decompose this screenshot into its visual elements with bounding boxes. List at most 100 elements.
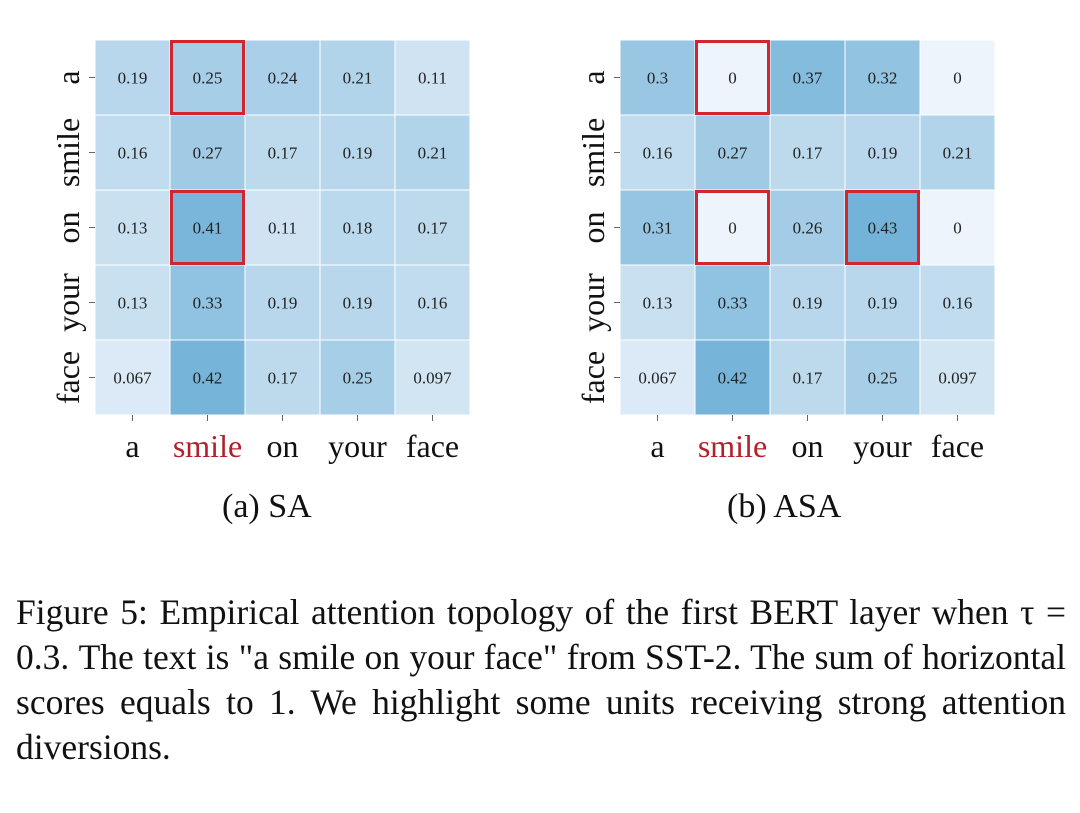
heatmap-sa: 0.19 0.25 0.24 0.21 0.11 0.16 0.27 0.17 0.19 0.21… <box>50 39 471 464</box>
x-tick-label: your <box>853 428 912 464</box>
heatmap-panel-sa: 0.19 0.25 0.24 0.21 0.11 0.16 0.27 0.17 0.19 0.21… <box>45 30 515 464</box>
cell-value-label: 0.41 <box>193 219 223 238</box>
heatmap-cell <box>244 189 321 266</box>
cell-value-label: 0.19 <box>343 144 373 163</box>
heatmap-cell <box>319 264 396 341</box>
heatmap-cell <box>694 114 771 191</box>
cell-value-label: 0.19 <box>868 294 898 313</box>
cell-value-label: 0.13 <box>118 219 148 238</box>
cell-value-label: 0 <box>728 219 737 238</box>
y-tick-label: on <box>575 212 611 244</box>
cell-value-label: 0.16 <box>643 144 673 163</box>
cell-value-label: 0.21 <box>418 144 448 163</box>
x-tick-label: a <box>125 428 139 464</box>
highlight-box <box>170 190 245 265</box>
x-tick-label: face <box>931 428 984 464</box>
heatmap-cell <box>844 189 921 266</box>
cell-value-label: 0.33 <box>718 294 748 313</box>
cell-value-label: 0.19 <box>793 294 823 313</box>
cell-value-label: 0.11 <box>268 219 297 238</box>
heatmap-cell <box>619 264 696 341</box>
heatmap-cell <box>844 114 921 191</box>
cell-value-label: 0.13 <box>643 294 673 313</box>
cell-value-label: 0.17 <box>793 144 823 163</box>
heatmap-cell <box>244 264 321 341</box>
heatmap-cell <box>394 189 471 266</box>
cell-value-label: 0.13 <box>118 294 148 313</box>
heatmap-cell <box>844 339 921 416</box>
heatmap-cell <box>319 39 396 116</box>
heatmap-cell <box>919 264 996 341</box>
y-tick-label: on <box>50 212 86 244</box>
heatmap-cell <box>619 339 696 416</box>
cell-value-label: 0.33 <box>193 294 223 313</box>
cell-value-label: 0.18 <box>343 219 373 238</box>
cell-value-label: 0.16 <box>418 294 448 313</box>
heatmap-cell <box>244 339 321 416</box>
cell-value-label: 0.17 <box>268 144 298 163</box>
heatmap-cell <box>844 264 921 341</box>
y-tick-label: face <box>50 351 86 404</box>
cell-value-label: 0.097 <box>413 369 452 388</box>
cell-value-label: 0 <box>728 69 737 88</box>
heatmap-cell <box>619 39 696 116</box>
highlight-box <box>170 40 245 115</box>
heatmap-cell <box>394 39 471 116</box>
y-tick-label: a <box>575 70 611 84</box>
cell-value-label: 0.27 <box>193 144 223 163</box>
cell-value-label: 0.17 <box>418 219 448 238</box>
y-tick-label: smile <box>50 118 86 187</box>
heatmap-cell <box>919 114 996 191</box>
heatmap-cell <box>394 114 471 191</box>
heatmap-cell <box>844 39 921 116</box>
heatmap-cell <box>694 189 771 266</box>
cell-value-label: 0.19 <box>268 294 298 313</box>
heatmap-cell <box>769 264 846 341</box>
heatmap-cell <box>769 189 846 266</box>
cell-value-label: 0.19 <box>343 294 373 313</box>
y-tick-label: your <box>575 273 611 332</box>
cell-value-label: 0 <box>953 219 962 238</box>
cell-value-label: 0.37 <box>793 69 823 88</box>
heatmap-cell <box>394 264 471 341</box>
cell-value-label: 0.27 <box>718 144 748 163</box>
cell-value-label: 0.067 <box>113 369 152 388</box>
heatmap-cell <box>919 39 996 116</box>
y-tick-label: your <box>50 273 86 332</box>
cell-value-label: 0.42 <box>193 369 223 388</box>
x-tick-label: on <box>267 428 299 464</box>
subcaption-sa: (a) SA <box>222 488 312 525</box>
heatmap-cell <box>169 39 246 116</box>
cell-value-label: 0.097 <box>938 369 977 388</box>
heatmap-asa: 0.3 0 0.37 0.32 0 0.16 0.27 0.17 0.19 0.21 0.31 0 0.… <box>575 39 996 464</box>
heatmap-cell <box>769 114 846 191</box>
y-tick-label: smile <box>575 118 611 187</box>
cell-value-label: 0.067 <box>638 369 677 388</box>
cell-value-label: 0.16 <box>118 144 148 163</box>
heatmap-cell <box>94 339 171 416</box>
cell-value-label: 0.25 <box>868 369 898 388</box>
highlight-box <box>695 40 770 115</box>
cell-value-label: 0.25 <box>193 69 223 88</box>
cell-value-label: 0.16 <box>943 294 973 313</box>
subcaption-asa: (b) ASA <box>727 488 842 525</box>
caption-text: Figure 5: Empirical attention topology o… <box>16 592 1066 767</box>
cell-value-label: 0.21 <box>943 144 973 163</box>
heatmap-panel-asa: 0.3 0 0.37 0.32 0 0.16 0.27 0.17 0.19 0.21 0.31 0 0.… <box>570 30 1040 464</box>
heatmap-cell <box>94 114 171 191</box>
cell-value-label: 0.19 <box>868 144 898 163</box>
highlight-box <box>695 190 770 265</box>
x-tick-label: a <box>650 428 664 464</box>
cell-value-label: 0.17 <box>268 369 298 388</box>
cell-value-label: 0 <box>953 69 962 88</box>
cell-value-label: 0.11 <box>418 69 447 88</box>
heatmap-cell <box>169 264 246 341</box>
heatmap-cell <box>694 339 771 416</box>
x-tick-label: your <box>328 428 387 464</box>
cell-value-label: 0.32 <box>868 69 898 88</box>
cell-value-label: 0.43 <box>868 219 898 238</box>
cell-value-label: 0.24 <box>268 69 298 88</box>
heatmap-cell <box>169 339 246 416</box>
heatmap-cell <box>319 189 396 266</box>
cell-value-label: 0.25 <box>343 369 373 388</box>
